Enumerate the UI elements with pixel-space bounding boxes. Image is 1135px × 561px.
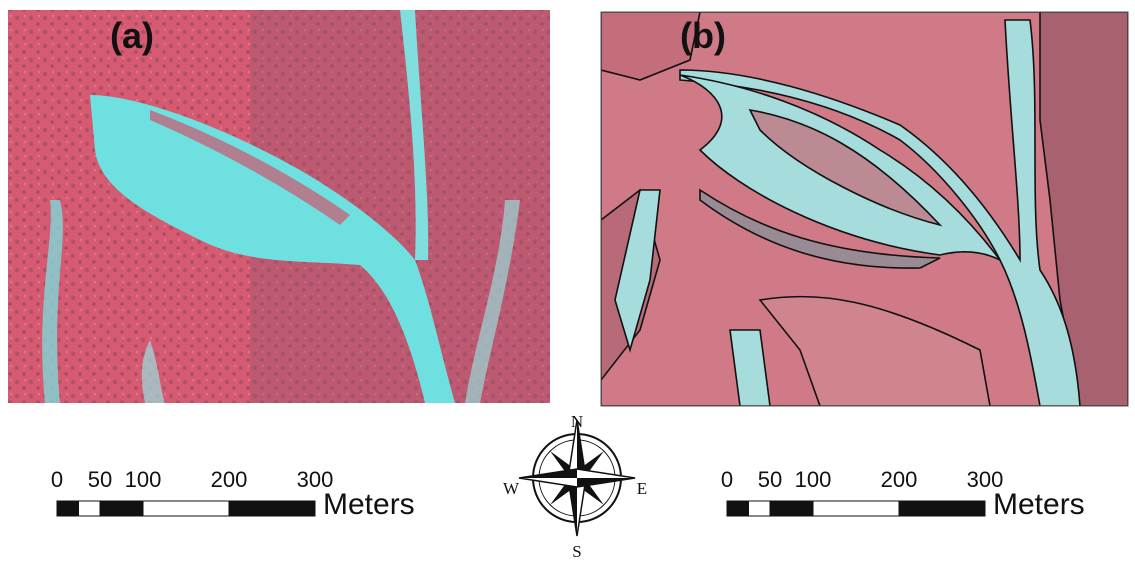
scale-segment xyxy=(228,500,316,517)
scale-segment xyxy=(898,500,986,517)
scale-segment xyxy=(56,500,79,517)
scale-tick-label: 200 xyxy=(881,467,918,492)
scale-tick-label: 50 xyxy=(758,467,782,492)
scale-tick-label: 300 xyxy=(297,467,334,492)
scale-tick-label: 50 xyxy=(88,467,112,492)
scale-segment xyxy=(748,500,771,517)
scale-segment xyxy=(726,500,749,517)
scale-unit: Meters xyxy=(993,488,1085,521)
scale-unit: Meters xyxy=(323,488,415,521)
scale-segment xyxy=(142,500,230,517)
compass-rose xyxy=(518,419,636,537)
panel-a-image xyxy=(8,10,550,403)
panel-label: (a) xyxy=(110,15,154,56)
scale-tick-label: 100 xyxy=(125,467,162,492)
compass-south: S xyxy=(572,542,581,561)
scale-tick-label: 300 xyxy=(967,467,1004,492)
scale-tick-label: 0 xyxy=(721,467,733,492)
scale-tick-label: 0 xyxy=(51,467,63,492)
panel-frame xyxy=(600,11,1129,407)
scale-tick-label: 200 xyxy=(211,467,248,492)
scale-tick-label: 100 xyxy=(795,467,832,492)
panel-b-segments xyxy=(601,12,1128,406)
scale-segment xyxy=(99,500,144,517)
scale-segment xyxy=(769,500,814,517)
compass-east: E xyxy=(637,479,647,498)
compass-west: W xyxy=(503,479,520,498)
scale-segment xyxy=(812,500,900,517)
panel-label: (b) xyxy=(680,15,726,56)
compass-north: N xyxy=(571,412,583,431)
scale-segment xyxy=(78,500,101,517)
